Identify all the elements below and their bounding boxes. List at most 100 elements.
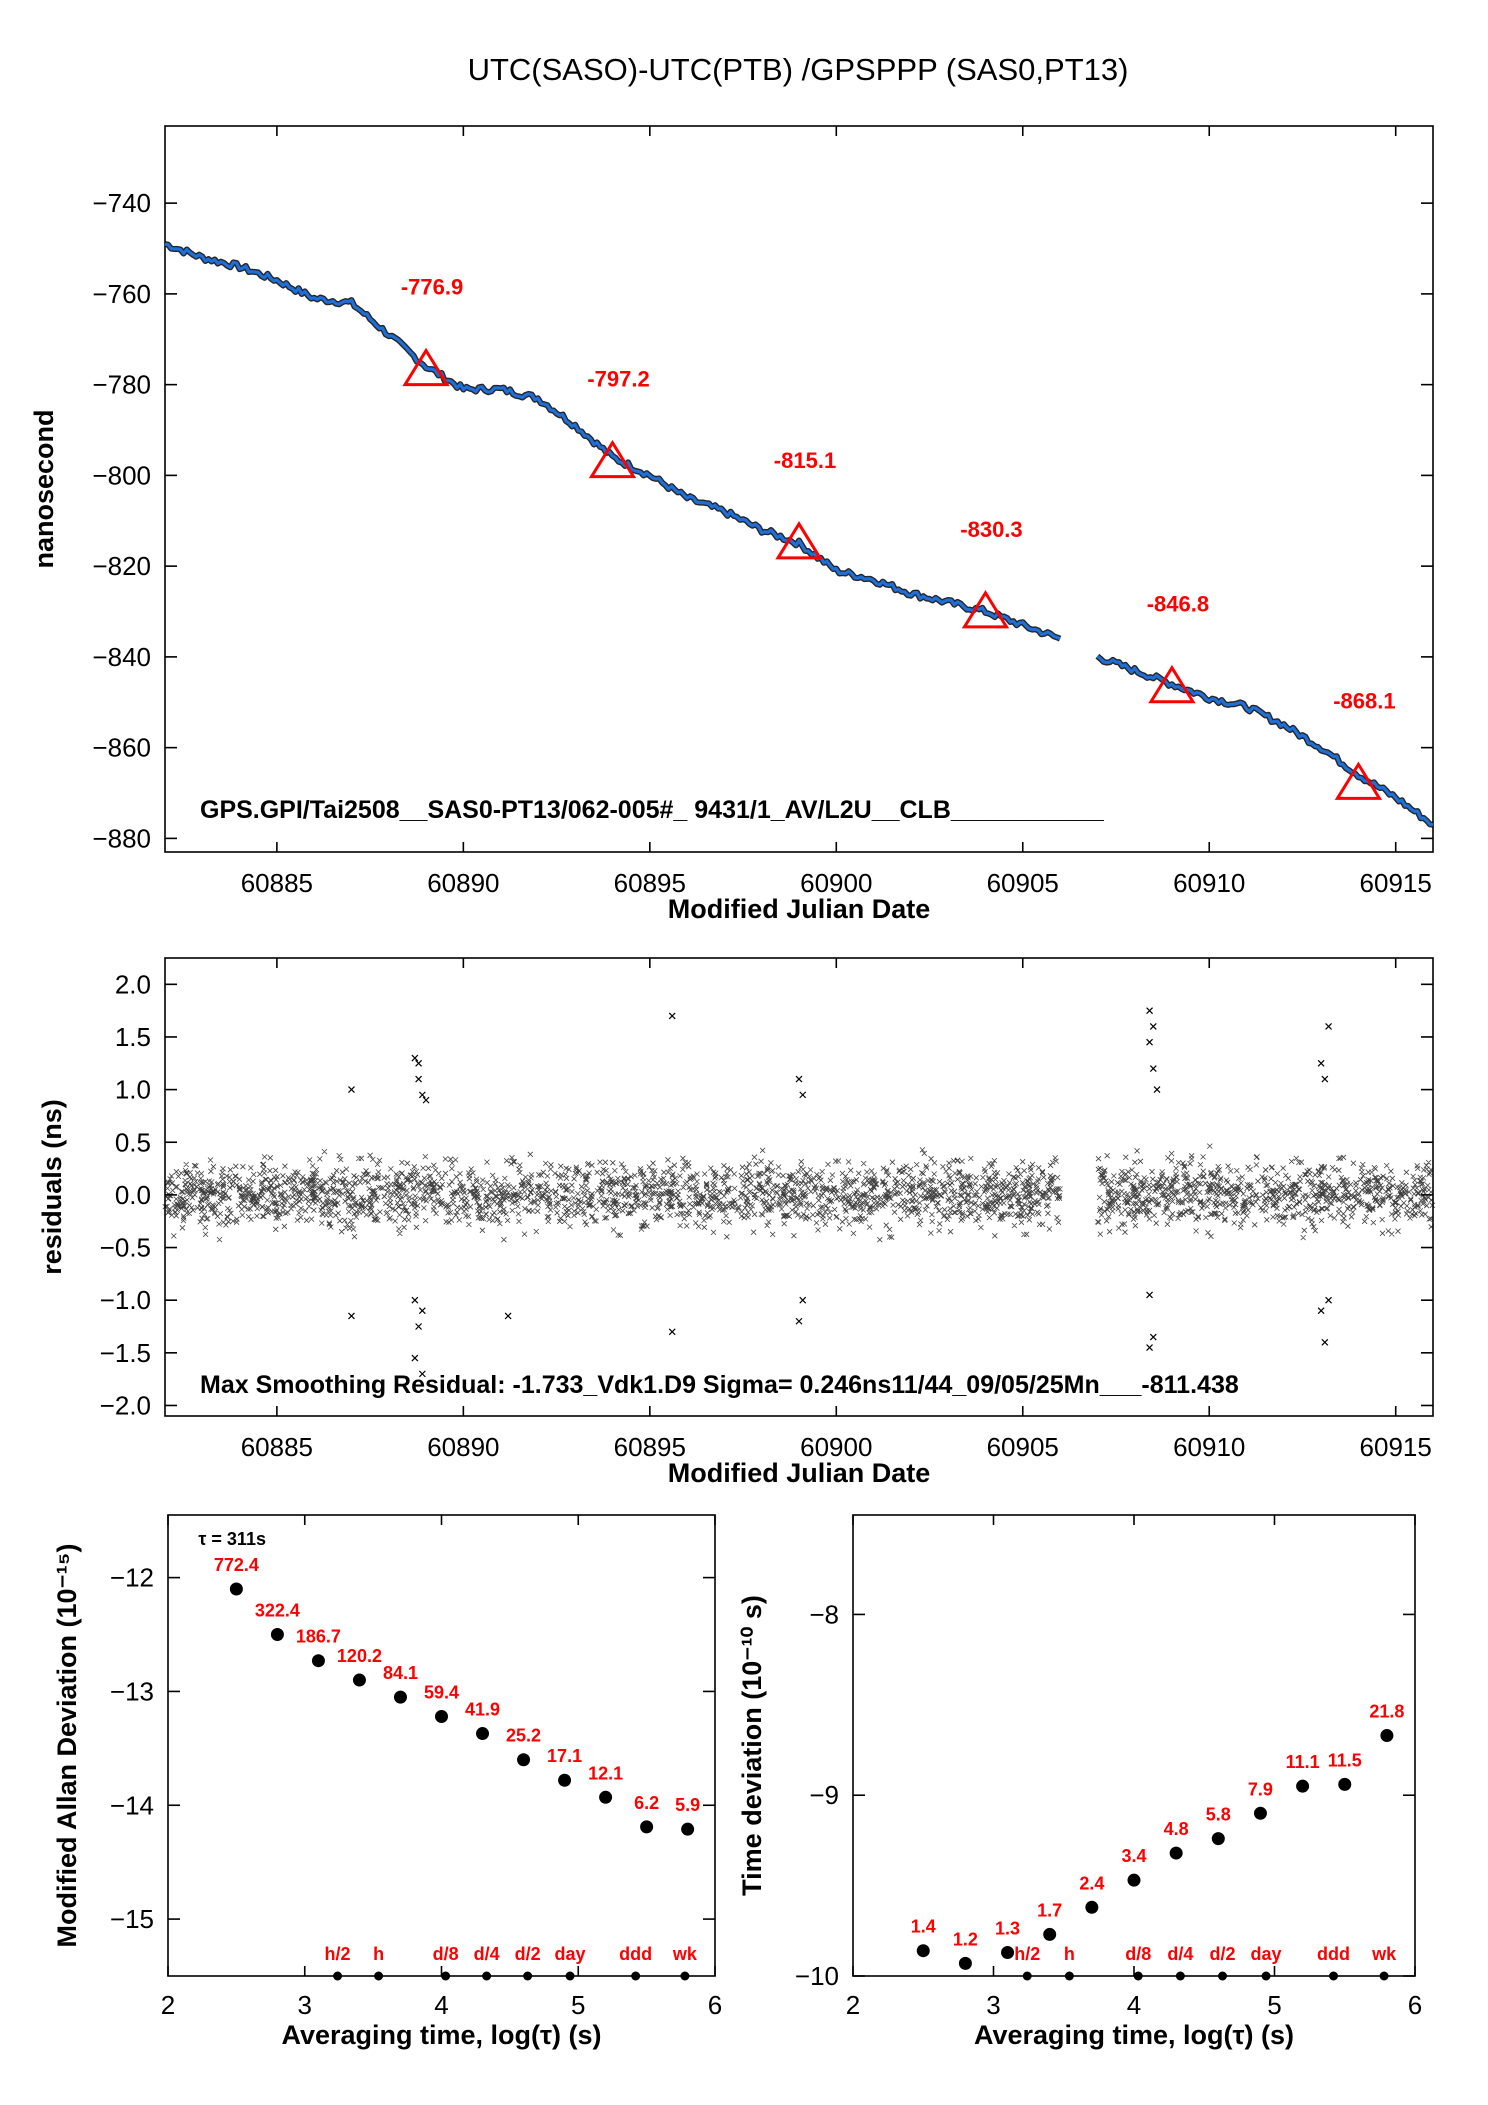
deviation-point <box>476 1727 490 1741</box>
residual-outlier-point <box>1146 1007 1153 1015</box>
y-tick-label: −8 <box>809 1599 839 1629</box>
residual-outlier-point <box>418 1091 426 1099</box>
scale-marker-dot <box>1218 1971 1228 1981</box>
x-tick-label: 5 <box>1267 1990 1281 2020</box>
scale-marker-dot <box>1329 1971 1339 1981</box>
residual-outlier-point <box>504 1312 512 1320</box>
scale-marker-dot <box>1175 1971 1185 1981</box>
marker-value-label: -797.2 <box>587 367 649 392</box>
deviation-value-label: 25.2 <box>506 1726 541 1746</box>
residual-outlier-point <box>1146 1038 1153 1046</box>
residual-points <box>162 1143 1436 1243</box>
residual-outlier-point <box>415 1323 423 1330</box>
y-tick-label: −10 <box>795 1961 839 1991</box>
triangle-marker <box>588 439 637 479</box>
deviation-value-label: 11.5 <box>1328 1750 1362 1770</box>
deviation-point <box>270 1628 284 1642</box>
scale-marker-label: d/2 <box>1210 1944 1236 1964</box>
triangle-marker <box>775 521 823 560</box>
y-tick-label: −880 <box>92 823 151 853</box>
residual-outlier-point <box>418 1370 426 1378</box>
tau0-label: τ = 311s <box>198 1529 266 1549</box>
x-tick-label: 60890 <box>427 1432 499 1462</box>
smoothed-series-line <box>1096 654 1434 827</box>
y-axis-label: Time deviation (10⁻¹⁰ s) <box>737 1595 767 1896</box>
y-tick-label: −820 <box>92 551 151 581</box>
deviation-point <box>681 1822 695 1836</box>
scale-marker-dot <box>1261 1971 1271 1981</box>
x-tick-label: 60895 <box>614 868 686 898</box>
deviation-point <box>640 1820 654 1834</box>
scale-marker-dot <box>482 1971 492 1981</box>
x-tick-label: 5 <box>571 1990 585 2020</box>
x-tick-label: 60905 <box>987 1432 1059 1462</box>
scale-marker-label: d/8 <box>1125 1944 1151 1964</box>
y-axis-label: Modified Allan Deviation (10⁻¹⁵) <box>52 1544 82 1948</box>
residuals-annotation: Max Smoothing Residual: -1.733_Vdk1.D9 S… <box>200 1371 1239 1399</box>
scale-marker-label: h/2 <box>325 1944 351 1964</box>
marker-value-label: -830.3 <box>960 517 1022 542</box>
scale-marker-label: d/8 <box>433 1944 459 1964</box>
y-tick-label: −780 <box>92 370 151 400</box>
deviation-point <box>1380 1729 1394 1743</box>
deviation-point <box>435 1709 448 1723</box>
residuals-plot: 60885 60890 60895 60900 60905 60910 60915 2.0 1.… <box>37 957 1436 1488</box>
residual-outlier-point <box>1149 1023 1157 1030</box>
deviation-value-label: 2.4 <box>1079 1873 1104 1893</box>
x-tick-label: 60915 <box>1360 1432 1432 1462</box>
y-tick-label: −2.0 <box>100 1390 151 1420</box>
scale-marker-dot <box>441 1971 451 1981</box>
deviation-point <box>311 1654 325 1668</box>
residual-outlier-point <box>1321 1338 1329 1346</box>
deviation-point <box>352 1673 366 1687</box>
scale-marker-label: h <box>1064 1944 1075 1964</box>
scale-marker-label: h <box>373 1944 384 1964</box>
deviation-point <box>229 1582 243 1596</box>
deviation-value-label: 1.2 <box>953 1929 978 1949</box>
deviation-point <box>958 1956 972 1970</box>
y-tick-label: −14 <box>110 1790 154 1820</box>
deviation-value-label: 11.1 <box>1286 1752 1320 1772</box>
deviation-value-label: 5.8 <box>1206 1805 1231 1825</box>
x-tick-label: 6 <box>708 1990 722 2020</box>
x-tick-label: 4 <box>1127 1990 1141 2020</box>
deviation-point <box>916 1944 930 1958</box>
scale-marker-dot <box>523 1971 533 1981</box>
residual-outlier-point <box>422 1096 430 1104</box>
x-tick-label: 6 <box>1408 1990 1422 2020</box>
x-axis-label: Modified Julian Date <box>668 894 931 924</box>
triangle-marker <box>961 590 1010 629</box>
x-tick-label: 60890 <box>427 868 499 898</box>
deviation-point <box>1169 1846 1183 1860</box>
residual-outlier-point <box>795 1317 803 1325</box>
deviation-value-label: 59.4 <box>424 1682 459 1702</box>
x-tick-label: 60885 <box>241 868 313 898</box>
residual-outlier-point <box>1317 1059 1325 1067</box>
deviation-value-label: 1.7 <box>1037 1900 1062 1920</box>
plot-frame <box>164 125 1434 853</box>
deviation-point <box>1043 1927 1057 1941</box>
deviation-point <box>1211 1832 1225 1846</box>
deviation-value-label: 84.1 <box>383 1663 418 1683</box>
scale-marker-dot <box>1379 1971 1389 1981</box>
series-annotation: GPS.GPI/Tai2508__SAS0-PT13/062-005#_ 943… <box>200 796 1105 824</box>
scale-marker-label: ddd <box>619 1944 652 1964</box>
deviation-value-label: 772.4 <box>214 1555 259 1575</box>
deviation-point <box>1127 1873 1141 1887</box>
y-axis-label: residuals (ns) <box>37 1099 67 1275</box>
y-tick-label: −740 <box>92 188 151 218</box>
scale-marker-dot <box>333 1971 343 1981</box>
x-axis-label: Averaging time, log(τ) (s) <box>974 2020 1294 2050</box>
modified-allan-deviation-plot: 2 3 4 5 6 −12 −13 −14 −15 Averaging time, log(τ) … <box>52 1514 722 2050</box>
residual-outlier-point <box>1149 1333 1157 1341</box>
marker-value-label: -815.1 <box>774 448 836 473</box>
residual-outlier-point <box>799 1091 807 1099</box>
x-tick-label: 2 <box>846 1990 860 2020</box>
residual-outlier-point <box>1146 1291 1153 1299</box>
scale-marker-label: day <box>555 1944 586 1964</box>
x-tick-label: 4 <box>434 1990 448 2020</box>
triangle-marker <box>1148 664 1196 704</box>
scale-marker-dot <box>631 1971 641 1981</box>
data-points-band <box>1095 653 1434 828</box>
triangle-marker <box>1334 761 1383 800</box>
